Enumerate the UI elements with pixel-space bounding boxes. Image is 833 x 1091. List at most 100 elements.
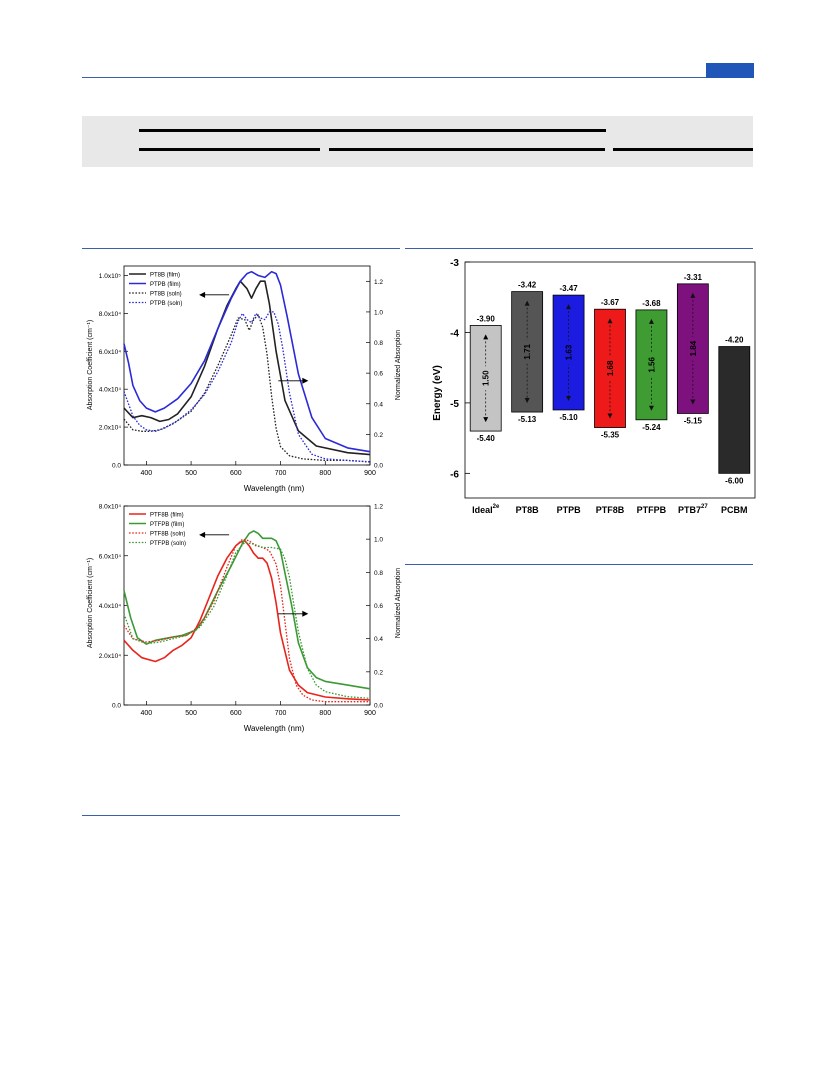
y-tick-label: 1.0x10⁵ [99, 273, 122, 280]
chart-legend: PT8B (film) PTPB (film) PT8B (soln) PTPB (s… [129, 272, 182, 307]
arrow-up-icon [566, 304, 572, 310]
bandgap-label: 1.84 [689, 340, 698, 356]
category-label: PCBM [721, 505, 748, 515]
arrow-up-icon [483, 334, 489, 340]
y-tick-label: 0.0 [112, 703, 121, 710]
y2-tick-label: 0.0 [374, 463, 383, 470]
x-tick-label: 700 [275, 710, 287, 717]
lumo-label: -3.67 [601, 298, 620, 307]
series-line [123, 541, 371, 700]
y-tick-label: 4.0x10⁴ [99, 603, 122, 610]
x-tick-label: 500 [185, 470, 197, 477]
bandgap-label: 1.71 [523, 343, 532, 359]
series-line [123, 538, 370, 703]
homo-label: -5.40 [477, 434, 496, 443]
series-line [123, 314, 371, 463]
gap-label-bg [646, 352, 657, 377]
category-superscript: 2e [493, 504, 500, 510]
arrow-up-icon [524, 300, 530, 306]
y2-tick-label: 0.6 [374, 371, 383, 378]
homo-label: -5.24 [642, 423, 661, 432]
x-tick-label: 900 [364, 470, 376, 477]
x-tick-label: 800 [319, 710, 331, 717]
x-tick-label: 900 [364, 710, 376, 717]
header-rule [82, 77, 753, 78]
y2-tick-label: 0.4 [374, 401, 383, 408]
category-label: PT8B [516, 505, 540, 515]
arrow-down-icon [607, 413, 613, 419]
category-label: PTPB [557, 505, 582, 515]
legend-label: PTPB (film) [150, 282, 181, 288]
legend-label: PTF8B (soln) [150, 531, 185, 537]
lumo-label: -3.31 [684, 273, 703, 282]
y-tick-label: 2.0x10⁴ [99, 425, 122, 432]
arrow-down-icon [483, 417, 489, 423]
arrow-down-icon [566, 395, 572, 401]
table-rule-sub-1 [139, 148, 320, 151]
arrow-up-icon [607, 318, 613, 324]
y-tick-label: -3 [450, 258, 459, 269]
energy-level-chart: Energy (eV) -3 -4 -5 -6 -3.90 -5.40 1.50 Ideal2… [432, 258, 756, 515]
x-tick-label: 500 [185, 710, 197, 717]
arrow-down-icon [690, 399, 696, 405]
y2-tick-label: 1.0 [374, 537, 383, 544]
category-label: PTF8B [596, 505, 625, 515]
y2-tick-label: 0.8 [374, 570, 383, 577]
gap-label-bg [687, 336, 698, 361]
y-tick-label: 8.0x10⁴ [99, 311, 122, 318]
y2-tick-label: 0.4 [374, 636, 383, 643]
series-line [123, 270, 371, 453]
bandgap-label: 1.68 [606, 360, 615, 376]
homo-label: -5.15 [684, 416, 703, 425]
x-axis-label: Wavelength (nm) [244, 484, 305, 493]
y-axis-label: Absorption Coefficient (cm⁻¹) [87, 320, 94, 410]
legend-label: PTFPB (soln) [150, 541, 186, 547]
y-tick-label: 6.0x10⁴ [99, 349, 122, 356]
plot-frame [464, 261, 756, 499]
absorption-chart-top: PT8B (film) PTPB (film) PT8B (soln) PTPB (s… [87, 265, 402, 493]
caption-rule-right [405, 564, 753, 565]
figure-rule-left [82, 248, 400, 249]
y-tick-label: 0.0 [112, 463, 121, 470]
legend-label: PTF8B (film) [150, 512, 184, 518]
arrow-right-icon [302, 610, 309, 617]
homo-label: -5.13 [518, 415, 537, 424]
y-tick-label: -6 [450, 469, 459, 480]
arrow-down-icon [524, 398, 530, 404]
y2-tick-label: 0.6 [374, 603, 383, 610]
y-tick-label: -4 [450, 328, 459, 339]
arrow-up-icon [690, 292, 696, 298]
y2-tick-label: 0.8 [374, 340, 383, 347]
y2-tick-label: 0.2 [374, 432, 383, 439]
y-tick-label: -5 [450, 399, 459, 410]
x-tick-label: 400 [141, 710, 153, 717]
legend-label: PT8B (film) [150, 272, 180, 278]
y2-tick-label: 1.2 [374, 279, 383, 286]
chart-legend: PTF8B (film) PTFPB (film) PTF8B (soln) PTFP… [129, 512, 186, 547]
y-axis-label: Absorption Coefficient (cm⁻¹) [87, 558, 94, 648]
gap-label-bg [480, 366, 491, 391]
y-tick-label: 8.0x10⁴ [99, 504, 122, 511]
homo-label: -5.35 [601, 431, 620, 440]
table-header-band [82, 116, 753, 167]
plot-frame [123, 265, 371, 466]
y-axis-label: Energy (eV) [432, 365, 443, 421]
series-line [123, 530, 371, 690]
y2-tick-label: 0.0 [374, 703, 383, 710]
figure-rule-right [405, 248, 753, 249]
x-tick-label: 600 [230, 470, 242, 477]
homo-label: -5.10 [559, 413, 578, 422]
category-superscript: 27 [701, 504, 708, 510]
category-label: PTFPB [637, 505, 667, 515]
absorption-chart-bottom: PTF8B (film) PTFPB (film) PTF8B (soln) PTFP… [87, 504, 402, 734]
bandgap-label: 1.56 [647, 357, 656, 373]
gap-label-bg [605, 356, 615, 381]
page-number-box [706, 63, 754, 78]
y-tick-label: 4.0x10⁴ [99, 387, 122, 394]
arrow-right-icon [302, 377, 309, 384]
legend-label: PTFPB (film) [150, 522, 184, 528]
x-tick-label: 600 [230, 710, 242, 717]
table-rule-sub-3 [613, 148, 753, 151]
energy-bar [718, 346, 751, 474]
y2-tick-label: 1.2 [374, 504, 383, 511]
